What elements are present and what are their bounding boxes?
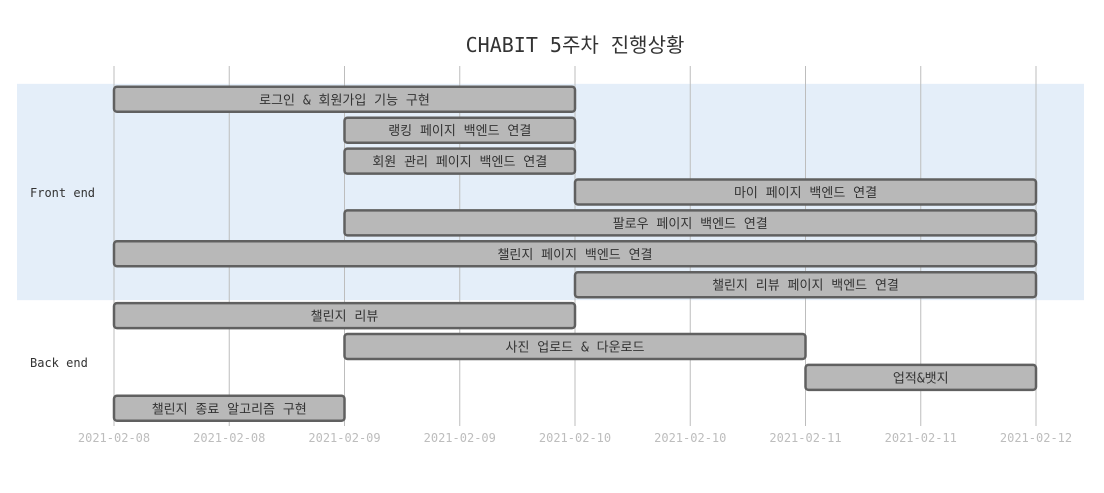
task-bar — [343, 116, 577, 144]
task-bar-group: 챌린지 리뷰 페이지 백엔드 연결 — [573, 270, 1038, 299]
x-tick-label: 2021-02-09 — [308, 431, 380, 445]
task-bar-group: 챌린지 종료 알고리즘 구현 — [112, 394, 346, 423]
task-label: 사진 업로드 & 다운로드 — [506, 341, 645, 356]
task-bar — [112, 301, 577, 330]
task-bar — [804, 363, 1038, 392]
x-tick-label: 2021-02-08 — [78, 431, 150, 445]
task-bar-group: 랭킹 페이지 백엔드 연결 — [343, 116, 577, 144]
x-tick-label: 2021-02-11 — [769, 431, 841, 445]
task-label: 랭킹 페이지 백엔드 연결 — [388, 124, 531, 139]
task-bar-group: 업적&뱃지 — [804, 363, 1038, 392]
x-tick-label: 2021-02-10 — [539, 431, 611, 445]
x-tick-label: 2021-02-08 — [193, 431, 265, 445]
task-bar-group: 챌린지 페이지 백엔드 연결 — [112, 240, 1038, 268]
task-label: 팔로우 페이지 백엔드 연결 — [613, 217, 768, 232]
x-tick-label: 2021-02-12 — [1000, 431, 1072, 445]
task-bar-group: 로그인 & 회원가입 기능 구현 — [112, 85, 577, 114]
x-tick-label: 2021-02-10 — [654, 431, 726, 445]
task-bar-group: 마이 페이지 백엔드 연결 — [573, 178, 1038, 206]
task-label: 챌린지 리뷰 페이지 백엔드 연결 — [712, 279, 899, 294]
task-bar — [112, 394, 346, 423]
task-label: 챌린지 리뷰 — [311, 310, 379, 325]
task-bar — [343, 209, 1038, 237]
x-axis-ticks: 2021-02-08 2021-02-08 2021-02-09 2021-02-09… — [78, 431, 1072, 445]
task-bar — [112, 85, 577, 114]
task-bar-group: 사진 업로드 & 다운로드 — [343, 332, 807, 361]
task-bar — [343, 332, 807, 361]
x-tick-label: 2021-02-11 — [885, 431, 957, 445]
plot-layer: 2021-02-08 2021-02-08 2021-02-09 2021-02-09… — [17, 66, 1084, 445]
task-bar — [573, 270, 1038, 299]
task-label: 마이 페이지 백엔드 연결 — [734, 186, 877, 201]
group-label: Back end — [30, 356, 88, 370]
task-label: 챌린지 종료 알고리즘 구현 — [152, 402, 307, 417]
task-bar — [343, 147, 577, 175]
task-label: 챌린지 페이지 백엔드 연결 — [497, 248, 652, 263]
task-label: 업적&뱃지 — [893, 371, 949, 386]
task-bar-group: 회원 관리 페이지 백엔드 연결 — [343, 147, 577, 175]
chart-title: CHABIT 5주차 진행상황 — [466, 33, 685, 57]
task-bar — [112, 240, 1038, 268]
task-bar — [573, 178, 1038, 206]
x-tick-label: 2021-02-09 — [424, 431, 496, 445]
task-bar-group: 챌린지 리뷰 — [112, 301, 577, 330]
task-label: 로그인 & 회원가입 기능 구현 — [259, 93, 430, 108]
task-bar-group: 팔로우 페이지 백엔드 연결 — [343, 209, 1038, 237]
group-labels: Front end Back end — [30, 186, 95, 370]
task-label: 회원 관리 페이지 백엔드 연결 — [372, 155, 547, 170]
group-label: Front end — [30, 186, 95, 200]
